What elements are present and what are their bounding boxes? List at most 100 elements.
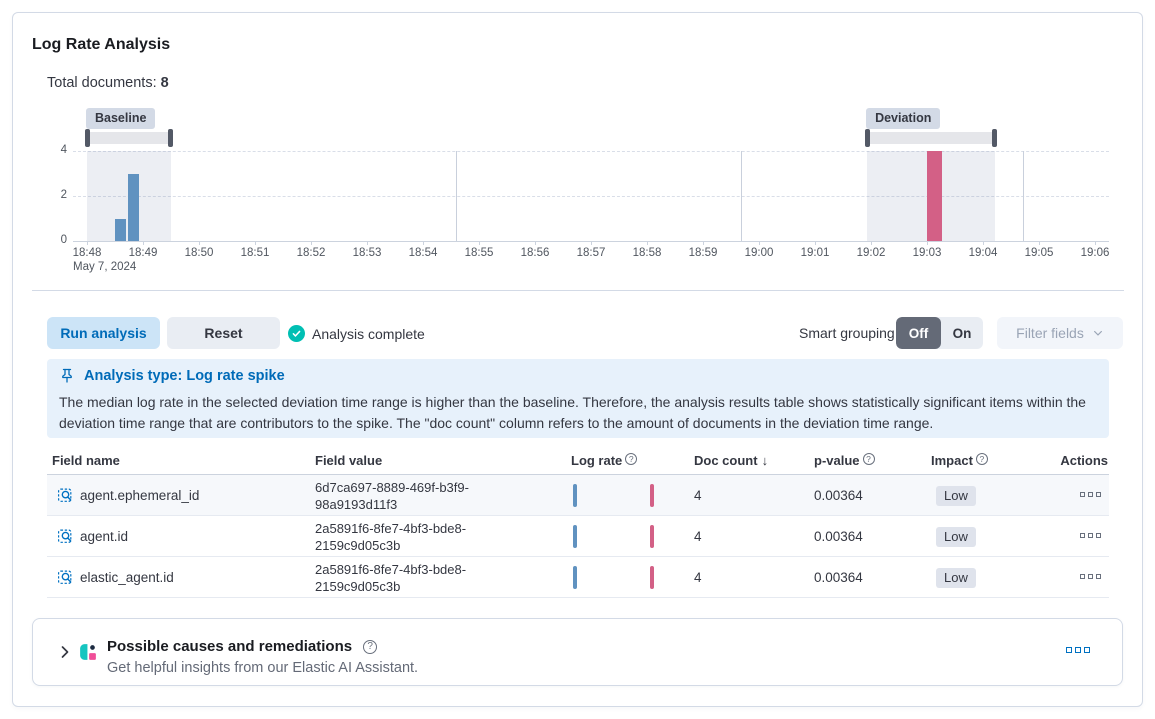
row-actions-button[interactable]: [1080, 533, 1101, 538]
filter-for-value-icon[interactable]: [57, 569, 74, 586]
x-axis-tick: [703, 241, 704, 245]
baseline-brush[interactable]: [85, 129, 173, 147]
row-field-value: 6d7ca697-8889-469f-b3f9-98a9193d11f3: [315, 480, 469, 512]
callout-body: The median log rate in the selected devi…: [59, 394, 1086, 431]
log-rate-info-icon[interactable]: ?: [625, 453, 638, 465]
run-analysis-button[interactable]: Run analysis: [47, 317, 160, 349]
callout-title-row: Analysis type: Log rate spike: [59, 368, 285, 384]
y-axis-label: 0: [60, 234, 67, 246]
deviation-brush[interactable]: [865, 129, 997, 147]
x-axis-label: 19:06: [1080, 247, 1110, 259]
x-axis-label: 18:57: [576, 247, 606, 259]
check-circle-icon: [288, 325, 305, 342]
possible-causes-subtitle: Get helpful insights from our Elastic AI…: [107, 660, 419, 676]
x-axis-tick: [647, 241, 648, 245]
log-rate-analysis-panel: Log Rate Analysis Total documents: 8 Bas…: [12, 12, 1143, 707]
row-field-name: agent.ephemeral_id: [80, 488, 200, 503]
x-axis-label: 18:48: [72, 247, 102, 259]
x-axis-label: 18:52: [296, 247, 326, 259]
reset-button[interactable]: Reset: [167, 317, 280, 349]
deviation-brush-right-handle[interactable]: [991, 129, 997, 147]
x-axis-tick: [535, 241, 536, 245]
deviation-histogram-bar: [927, 151, 942, 241]
log-rate-baseline-bar: [573, 566, 577, 589]
column-header-p-value[interactable]: p-value?: [814, 453, 875, 468]
gridline: [73, 151, 1109, 152]
help-icon[interactable]: ?: [363, 639, 378, 654]
x-axis-tick: [1039, 241, 1040, 245]
x-axis-label: 18:49: [128, 247, 158, 259]
column-header-doc-count[interactable]: Doc count ↓: [694, 453, 769, 468]
x-axis-tick: [759, 241, 760, 245]
baseline-brush-right-handle[interactable]: [168, 129, 173, 147]
document-count-chart: Baseline Deviation May 7, 2024 18:48 18:4…: [13, 13, 1142, 293]
p-value-info-icon[interactable]: ?: [862, 453, 875, 465]
x-axis-tick: [311, 241, 312, 245]
table-row: agent.id 2a5891f6-8fe7-4bf3-bde8-2159c9d…: [47, 516, 1109, 557]
deviation-brush-left-handle[interactable]: [865, 129, 871, 147]
row-p-value: 0.00364: [814, 488, 863, 503]
x-axis-tick: [1095, 241, 1096, 245]
possible-causes-title-row: Possible causes and remediations ?: [107, 638, 378, 655]
x-axis-tick: [871, 241, 872, 245]
gridline: [1023, 151, 1024, 241]
row-field-value: 2a5891f6-8fe7-4bf3-bde8-2159c9d05c3b: [315, 521, 467, 553]
x-axis-label: 18:58: [632, 247, 662, 259]
x-axis-label: 19:03: [912, 247, 942, 259]
chevron-right-icon[interactable]: [57, 644, 73, 660]
y-axis-label: 4: [60, 144, 67, 156]
filter-for-value-icon[interactable]: [57, 487, 74, 504]
possible-causes-panel[interactable]: Possible causes and remediations ? Get h…: [32, 618, 1123, 686]
impact-badge: Low: [936, 486, 976, 506]
x-axis-label: 18:54: [408, 247, 438, 259]
gridline: [456, 151, 457, 241]
section-divider: [32, 290, 1124, 291]
x-axis-label: 18:59: [688, 247, 718, 259]
column-header-log-rate[interactable]: Log rate?: [571, 453, 638, 468]
chevron-down-icon: [1093, 330, 1102, 336]
table-header-divider: [47, 474, 1109, 475]
table-row: agent.ephemeral_id 6d7ca697-8889-469f-b3…: [47, 475, 1109, 516]
smart-grouping-off-button[interactable]: Off: [896, 317, 941, 349]
filter-for-value-icon[interactable]: [57, 528, 74, 545]
panel-actions-icon[interactable]: [1066, 647, 1090, 653]
page-title: Log Rate Analysis: [32, 36, 171, 53]
x-axis-tick: [367, 241, 368, 245]
log-rate-baseline-bar: [573, 525, 577, 548]
y-axis-label: 2: [60, 189, 67, 201]
total-documents: Total documents: 8: [47, 75, 169, 91]
row-actions-button[interactable]: [1080, 574, 1101, 579]
baseline-histogram-bar: [127, 173, 139, 241]
row-field-value: 2a5891f6-8fe7-4bf3-bde8-2159c9d05c3b: [315, 562, 467, 594]
filter-fields-button[interactable]: Filter fields: [997, 317, 1123, 349]
x-axis-tick: [815, 241, 816, 245]
smart-grouping-on-button[interactable]: On: [941, 317, 983, 349]
total-documents-value: 8: [160, 75, 169, 91]
row-p-value: 0.00364: [814, 570, 863, 585]
possible-causes-title: Possible causes and remediations: [107, 638, 353, 655]
x-axis-label: 18:56: [520, 247, 550, 259]
x-axis-tick: [479, 241, 480, 245]
x-axis-tick: [87, 241, 88, 245]
x-axis-tick: [199, 241, 200, 245]
deviation-badge: Deviation: [866, 108, 941, 129]
log-rate-deviation-bar: [650, 566, 654, 589]
total-documents-label: Total documents:: [47, 75, 157, 91]
baseline-brush-left-handle[interactable]: [85, 129, 90, 147]
column-header-impact[interactable]: Impact?: [931, 453, 988, 468]
x-axis-label: 19:00: [744, 247, 774, 259]
analysis-status-text: Analysis complete: [312, 326, 425, 342]
pin-icon: [62, 368, 72, 383]
row-field-name: elastic_agent.id: [80, 570, 174, 585]
x-axis-label: 19:05: [1024, 247, 1054, 259]
row-actions-button[interactable]: [1080, 492, 1101, 497]
column-header-actions: Actions: [1060, 453, 1108, 468]
baseline-histogram-bar: [115, 218, 126, 241]
smart-grouping-toggle: Off On: [896, 317, 983, 349]
elastic-ai-assistant-icon: [80, 644, 96, 660]
impact-badge: Low: [936, 568, 976, 588]
log-rate-baseline-bar: [573, 484, 577, 507]
x-axis-date-label: May 7, 2024: [73, 261, 137, 273]
impact-info-icon[interactable]: ?: [975, 453, 988, 465]
x-axis-label: 18:55: [464, 247, 494, 259]
